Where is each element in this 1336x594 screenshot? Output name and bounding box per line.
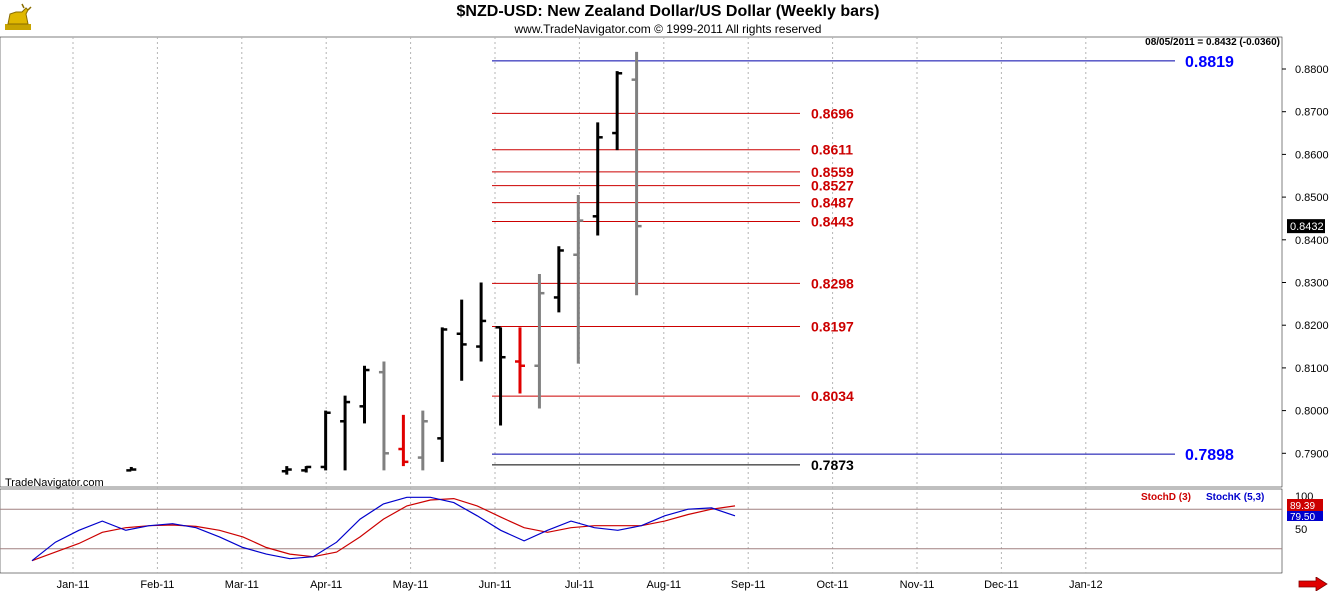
stoch-pane-frame [0,488,1283,574]
price-pane-frame [0,36,1283,488]
fib-level-label: 0.8559 [811,164,854,180]
ohlc-bar [417,410,428,471]
right-arrow-icon[interactable] [1298,577,1328,591]
y-tick-label: 0.8100 [1295,363,1329,375]
fib-level-label: 0.8696 [811,105,854,121]
ohlc-bar [495,326,506,426]
y-tick-label: 0.8400 [1295,235,1329,247]
ohlc-bar [476,282,487,362]
stoch-d-value-badge: 89.39 [1287,499,1323,512]
last-price-marker: 0.8432 [1287,219,1325,234]
ohlc-bar [340,395,351,471]
y-tick-label: 0.8300 [1295,278,1329,290]
x-tick-label: Jan-11 [57,579,90,591]
last-price-badge [1287,219,1325,234]
ohlc-bar [301,465,312,473]
ohlc-bar [612,71,623,151]
y-tick-label: 0.8800 [1295,64,1329,76]
fib-level-label: 0.8298 [811,275,854,291]
stoch-d-badge-bg [1287,499,1323,511]
stoch-k-legend: StochK (5,3) [1206,492,1265,503]
y-tick-label: 0.8500 [1295,192,1329,204]
y-tick-label: 0.8700 [1295,107,1329,119]
fib-level-label: 0.8197 [811,318,854,334]
stoch-k-badge-bg [1287,511,1323,521]
ohlc-bar [553,246,564,313]
x-tick-label: Jun-11 [479,579,512,591]
x-tick-label: Nov-11 [900,579,935,591]
x-tick-label: Mar-11 [225,579,259,591]
stoch-d-value: 89.39 [1290,501,1315,512]
watermark-text: TradeNavigator.com [5,477,104,489]
x-tick-label: Sep-11 [731,579,766,591]
ohlc-bar [631,51,642,296]
x-tick-label: Aug-11 [646,579,681,591]
vertical-gridlines [72,37,1087,573]
y-axis-labels: 0.8800 0.8700 0.8600 0.8500 0.8400 0.8300 0.82… [1282,64,1329,536]
stoch-y-tick-label: 50 [1295,524,1307,536]
x-tick-label: Jan-12 [1069,579,1103,591]
marker-level-label: 0.7873 [811,457,854,473]
ohlc-bar [456,299,467,381]
ohlc-bar [378,361,389,471]
chart-title: $NZD-USD: New Zealand Dollar/US Dollar (… [456,3,880,20]
x-axis-labels: Jan-11 Feb-11 Mar-11 Apr-11 May-11 Jun-11 Jul-… [57,579,1103,591]
y-tick-label: 0.8200 [1295,320,1329,332]
ohlc-bar [398,414,409,467]
last-price-value: 0.8432 [1290,221,1324,233]
fib-level-label: 0.8611 [811,142,853,158]
x-tick-label: Feb-11 [140,579,174,591]
stoch-d-legend: StochD (3) [1141,492,1191,503]
ohlc-bar [573,194,584,364]
x-tick-label: Jul-11 [565,579,594,591]
trend-level-label: 0.7898 [1185,447,1234,464]
x-tick-label: Oct-11 [816,579,848,591]
ohlc-bar [359,365,370,424]
stoch-k-value: 79.50 [1290,512,1315,523]
ohlc-bar [592,122,603,236]
stoch-k-line [31,496,736,562]
ohlc-bars [126,51,642,475]
trend-level-label: 0.8819 [1185,54,1234,71]
y-tick-label: 0.8000 [1295,406,1329,418]
ohlc-bar [534,273,545,409]
x-tick-label: Dec-11 [984,579,1019,591]
copyright-text: www.TradeNavigator.com © 1999-2011 All r… [514,22,822,36]
ohlc-bar [320,410,331,471]
bull-logo-icon [5,3,32,30]
stoch-k-value-badge: 79.50 [1287,511,1323,523]
fib-level-label: 0.8487 [811,195,854,211]
price-readout: 08/05/2011 = 0.8432 (-0.0360) [1145,37,1280,48]
ohlc-bar [281,466,292,475]
ohlc-bar [126,466,137,472]
ohlc-bar [437,327,448,462]
fib-level-label: 0.8034 [811,388,854,404]
y-tick-label: 0.8600 [1295,149,1329,161]
x-tick-label: May-11 [393,579,429,591]
x-tick-label: Apr-11 [310,579,342,591]
fib-level-label: 0.8443 [811,213,854,229]
fib-level-label: 0.8527 [811,178,854,194]
y-tick-label: 0.7900 [1295,448,1329,460]
ohlc-bar [514,327,525,394]
